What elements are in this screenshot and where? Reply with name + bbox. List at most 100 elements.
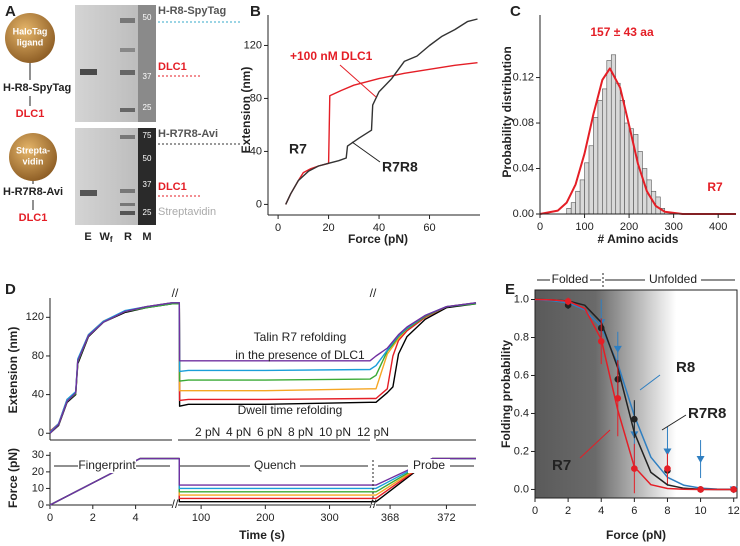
legend-entry: 8 pN	[288, 425, 313, 439]
x-tick-label: 10	[694, 505, 706, 517]
y-axis-label: Extension (nm)	[239, 67, 253, 154]
histogram-bar	[637, 151, 643, 215]
leader	[339, 64, 377, 98]
annotation: Dwell time refolding	[238, 403, 343, 417]
x-tick-label: 0	[275, 222, 281, 234]
data-point	[730, 486, 737, 493]
x-tick-label: 100	[192, 512, 210, 524]
y-tick-label: 0	[38, 427, 44, 439]
leader	[351, 141, 381, 163]
y-tick-label: 120	[26, 311, 44, 323]
bead	[9, 133, 57, 181]
label-bg	[550, 273, 590, 287]
histogram-bar	[588, 145, 594, 215]
gel-band	[120, 189, 135, 193]
lane-label: Wf	[99, 231, 112, 244]
data-point	[564, 298, 572, 305]
annotation: Probe	[413, 458, 445, 472]
label-bg	[645, 273, 701, 287]
construct-label: H-R8-SpyTag	[3, 82, 71, 94]
y-tick-label: 120	[244, 39, 262, 51]
histogram-bar	[606, 60, 612, 215]
x-axis-label: Time (s)	[239, 528, 285, 542]
label-bg	[250, 459, 300, 473]
legend-entry: 6 pN	[257, 425, 282, 439]
histogram-bar	[579, 179, 585, 215]
y-tick-label: 40	[250, 145, 262, 157]
series-label: R7	[289, 141, 307, 157]
x-axis-label: Force (pN)	[606, 528, 666, 542]
bead-label: Strepta-	[16, 145, 50, 155]
legend-entry: 12 pN	[357, 425, 389, 439]
bead-label: ligand	[17, 37, 44, 47]
gel-band	[120, 203, 135, 206]
annotation: Folded	[552, 272, 589, 286]
y-tick-label: 0.08	[513, 117, 534, 129]
series-label: R7R8	[382, 159, 418, 175]
y-tick-label: 10	[32, 482, 44, 494]
x-axis-label: Force (pN)	[348, 232, 408, 246]
plot-frame	[534, 289, 738, 499]
x-tick-label: 6	[631, 505, 637, 517]
y-tick-label: 1.0	[514, 293, 529, 305]
y-axis-label: Probability distribution	[500, 46, 514, 177]
histogram-bar	[584, 162, 590, 215]
y-tick-label: 0	[38, 499, 44, 511]
x-tick-label: 300	[664, 221, 682, 233]
histogram-bar	[619, 99, 625, 215]
data-point	[664, 465, 671, 472]
annotation: 157 ± 43 aa	[590, 25, 654, 39]
data-point	[631, 465, 638, 472]
x-tick-label: 2	[565, 505, 571, 517]
gel	[75, 5, 138, 122]
ligand-label: DLC1	[16, 108, 45, 120]
x-tick-label: 60	[423, 222, 435, 234]
lane-label: M	[142, 231, 151, 243]
histogram-bar	[570, 202, 576, 215]
x-tick-label: 12	[728, 505, 740, 517]
y-tick-label: 30	[32, 449, 44, 461]
axis-break: //	[172, 497, 179, 511]
bead-label: HaloTag	[13, 26, 48, 36]
marker-label: 50	[143, 154, 152, 163]
gel-band	[120, 18, 135, 23]
gel-band	[120, 108, 135, 112]
legend-entry: 10 pN	[319, 425, 351, 439]
x-tick-label: 4	[133, 512, 139, 524]
histogram-bar	[593, 117, 599, 215]
marker-label: 50	[143, 13, 152, 22]
data-point	[613, 345, 622, 353]
x-tick-label: 4	[598, 505, 604, 517]
annotation: in the presence of DLC1	[235, 348, 365, 362]
marker-label: 25	[143, 103, 152, 112]
x-tick-label: 100	[575, 221, 593, 233]
label-bg	[408, 459, 450, 473]
leader	[661, 414, 687, 431]
x-tick-label: 0	[537, 221, 543, 233]
label-bg	[78, 459, 136, 473]
marker-label: 75	[143, 131, 152, 140]
gel-band	[120, 70, 135, 75]
gel-band	[80, 69, 97, 75]
y-tick-label: 0	[256, 198, 262, 210]
lane-label: E	[84, 231, 91, 243]
marker-label: 25	[143, 208, 152, 217]
y-axis-label: Folding probability	[499, 340, 513, 448]
x-axis-label: # Amino acids	[598, 232, 679, 246]
panel-letter: A	[5, 3, 16, 20]
data-point	[696, 456, 705, 464]
panel-letter: C	[510, 3, 521, 20]
series-label: R7	[552, 457, 571, 474]
axis-break: //	[370, 286, 377, 300]
x-tick-label: 0	[532, 505, 538, 517]
marker-label: 37	[143, 180, 152, 189]
panel-letter: B	[250, 3, 261, 20]
axis-break: //	[370, 497, 377, 511]
histogram-bar	[575, 190, 581, 215]
bead-label: vidin	[22, 156, 43, 166]
y-axis-label: Force (pN)	[6, 448, 20, 508]
ladder	[138, 128, 156, 225]
band-label: H-R7R8-Avi	[158, 128, 218, 140]
